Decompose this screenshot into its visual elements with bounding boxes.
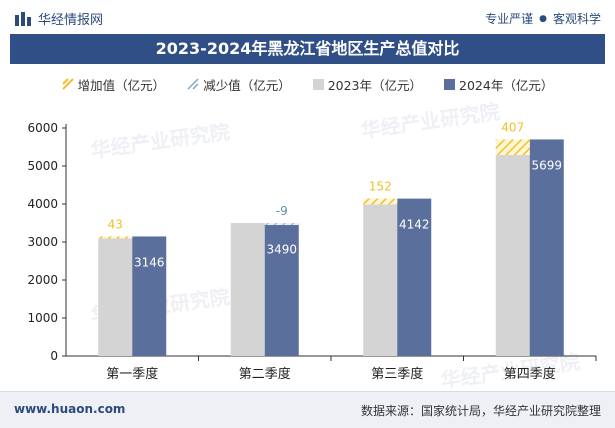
bar-2024 xyxy=(264,223,299,356)
footer: www.huaon.com 数据来源：国家统计局，华经产业研究院整理 xyxy=(0,391,615,428)
x-category-label: 第一季度 xyxy=(106,366,158,382)
increase-label: 43 xyxy=(108,217,123,231)
increase-label: 407 xyxy=(501,120,524,134)
decrease-swatch-icon xyxy=(187,78,199,90)
y-tick-label: 3000 xyxy=(27,235,58,249)
y-tick-label: 5000 xyxy=(27,159,58,173)
legend-decrease-label: 减少值（亿元） xyxy=(203,77,291,93)
bar-2024 xyxy=(529,139,564,356)
increase-swatch-icon xyxy=(61,78,74,90)
bar-2024-value-label: 4142 xyxy=(399,218,430,232)
legend-2024: 2024年（亿元） xyxy=(444,73,553,95)
legend-2024-swatch-icon xyxy=(444,78,456,90)
bar-2024-value-label: 3146 xyxy=(134,255,165,269)
bar-2023 xyxy=(98,238,133,356)
brand: 华经情报网 xyxy=(14,9,103,28)
footer-source: 数据来源：国家统计局，华经产业研究院整理 xyxy=(360,404,601,418)
legend-2023-label: 2023年（亿元） xyxy=(327,77,423,93)
bar-2024 xyxy=(397,198,432,356)
legend-2023: 2023年（亿元） xyxy=(312,73,423,95)
dot-separator-icon: ● xyxy=(539,13,547,24)
legend: 增加值（亿元） 减少值（亿元） 2023年（亿元） 2024年（亿元） xyxy=(0,73,615,95)
y-tick-label: 2000 xyxy=(27,273,58,287)
bar-2024 xyxy=(132,236,167,356)
increase-segment xyxy=(98,236,133,239)
bar-chart: 0 1000 2000 3000 4000 5000 6000 43 3146 第一季度 -9 349… xyxy=(27,120,597,382)
increase-segment xyxy=(495,139,530,155)
footer-site-link[interactable]: www.huaon.com xyxy=(14,402,126,416)
y-tick-label: 4000 xyxy=(27,197,58,211)
decrease-label: -9 xyxy=(276,204,288,218)
header-tags: 专业严谨 ● 客观科学 xyxy=(485,10,601,27)
bar-2023 xyxy=(495,154,530,356)
tag-professional: 专业严谨 xyxy=(485,12,534,26)
y-tick-label: 1000 xyxy=(27,311,58,325)
brand-name: 华经情报网 xyxy=(38,13,104,28)
bar-2023 xyxy=(363,204,398,356)
chart-title: 2023-2024年黑龙江省地区生产总值对比 xyxy=(10,34,605,64)
bar-2024-value-label: 3490 xyxy=(266,242,297,256)
x-category-label: 第四季度 xyxy=(504,366,556,382)
legend-increase-label: 增加值（亿元） xyxy=(77,77,166,93)
tag-objective: 客观科学 xyxy=(552,12,601,26)
logo-icon xyxy=(15,11,31,26)
bar-2023 xyxy=(230,223,265,356)
increase-segment xyxy=(363,198,398,205)
x-category-label: 第二季度 xyxy=(239,366,291,382)
legend-decrease: 减少值（亿元） xyxy=(187,73,291,95)
top-bar: 华经情报网 专业严谨 ● 客观科学 xyxy=(0,0,615,34)
x-category-label: 第三季度 xyxy=(371,366,423,382)
bar-2024-value-label: 5699 xyxy=(531,158,562,172)
legend-increase: 增加值（亿元） xyxy=(61,73,166,95)
decrease-segment xyxy=(264,223,299,226)
legend-2023-swatch-icon xyxy=(312,78,324,90)
y-tick-label: 0 xyxy=(50,349,58,363)
increase-label: 152 xyxy=(369,180,392,194)
y-tick-label: 6000 xyxy=(27,121,58,135)
legend-2024-label: 2024年（亿元） xyxy=(459,77,554,93)
